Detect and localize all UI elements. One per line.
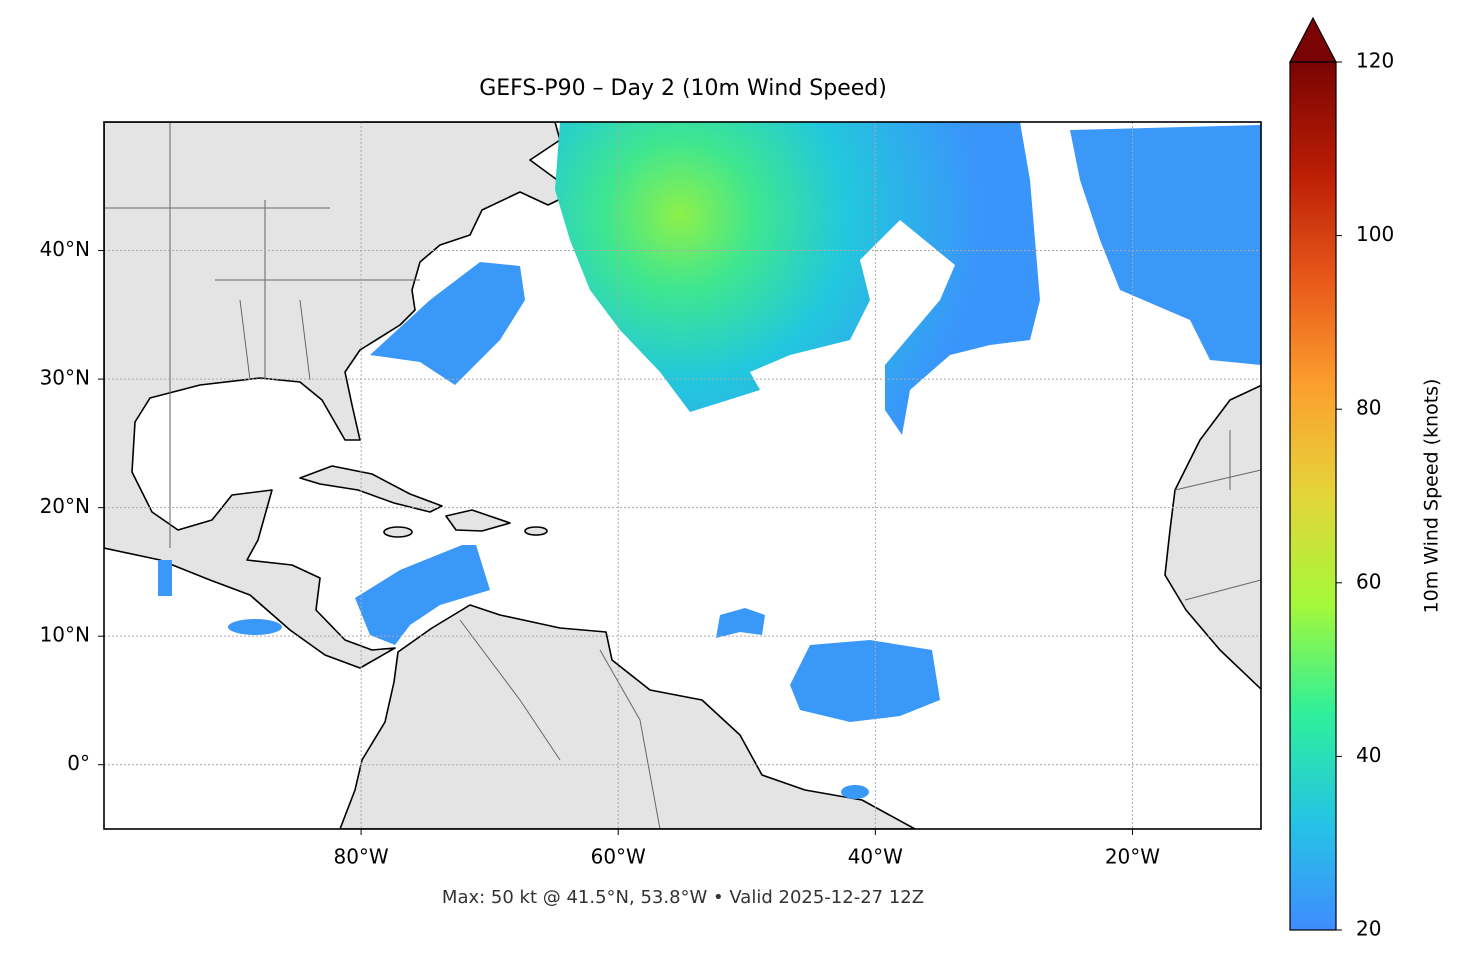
x-tick-label: 80°W — [333, 845, 388, 869]
x-tick-label: 20°W — [1105, 845, 1160, 869]
y-tick-label: 10°N — [40, 623, 90, 647]
borders — [104, 122, 1261, 829]
wind-region — [790, 640, 940, 722]
wind-region — [1070, 125, 1261, 365]
colorbar-extend — [1289, 16, 1337, 63]
puerto-rico — [524, 526, 548, 536]
map-area — [104, 122, 1261, 829]
wind-region — [716, 608, 765, 638]
south-america — [339, 604, 916, 829]
colorbar-tick-label: 60 — [1356, 569, 1381, 593]
wind-region — [555, 122, 1040, 435]
chart-title: GEFS-P90 – Day 2 (10m Wind Speed) — [479, 76, 887, 101]
colorbar-label: 10m Wind Speed (knots) — [1421, 379, 1443, 614]
y-tick-label: 0° — [67, 751, 90, 775]
y-tick-label: 30°N — [40, 366, 90, 390]
y-tick-label: 40°N — [40, 237, 90, 261]
wind-region — [228, 619, 282, 635]
hispaniola — [445, 509, 511, 532]
cuba — [299, 465, 443, 513]
wind-region — [841, 785, 869, 799]
wind-region — [370, 262, 525, 385]
colorbar-tick-label: 20 — [1356, 917, 1381, 941]
grid — [104, 122, 1261, 829]
colorbar-tick-label: 100 — [1356, 222, 1394, 246]
wind-field — [158, 122, 1261, 799]
colorbar-tick-label: 40 — [1356, 743, 1381, 767]
land — [104, 122, 1261, 829]
north-america — [104, 122, 601, 669]
colorbar-tick-label: 80 — [1356, 396, 1381, 420]
annotation: Max: 50 kt @ 41.5°N, 53.8°W • Valid 2025… — [442, 887, 924, 908]
x-tick-label: 60°W — [591, 845, 646, 869]
africa — [1164, 384, 1261, 691]
colorbar-tick-label: 120 — [1356, 49, 1394, 73]
map-frame — [103, 121, 1262, 830]
wind-region — [158, 560, 172, 596]
wind-region — [355, 545, 490, 645]
x-tick-label: 40°W — [848, 845, 903, 869]
y-tick-label: 20°N — [40, 494, 90, 518]
jamaica — [383, 526, 413, 538]
colorbar — [1289, 61, 1337, 931]
